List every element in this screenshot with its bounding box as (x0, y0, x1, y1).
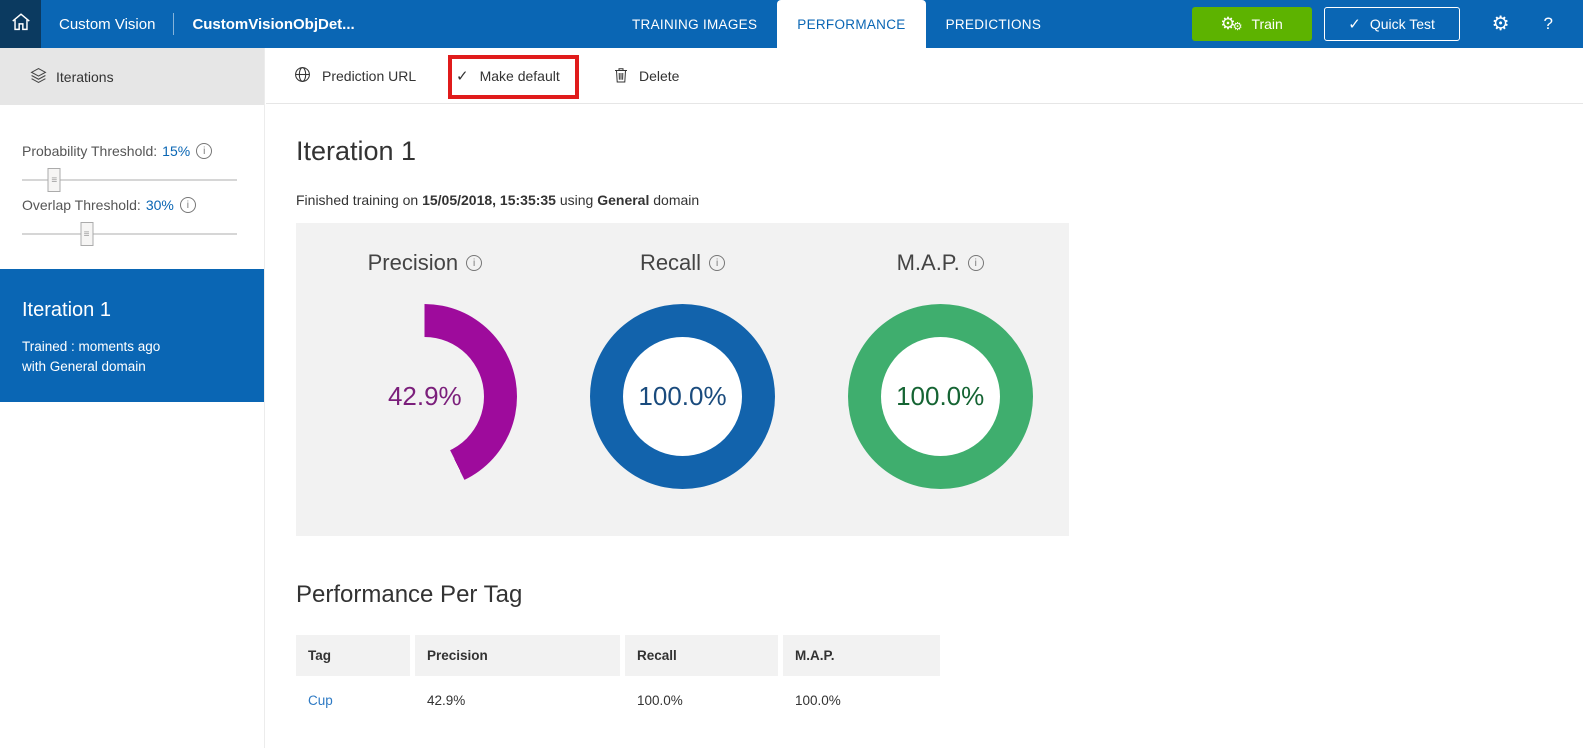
overlap-threshold-label: Overlap Threshold: 30% i (22, 197, 237, 213)
sidebar-header-label: Iterations (56, 69, 114, 85)
quick-test-label: Quick Test (1370, 16, 1435, 32)
metrics-panel: Precision i 42.9% Recall i 100.0% (296, 223, 1069, 536)
tab-bar: TRAINING IMAGES PERFORMANCE PREDICTIONS (612, 0, 1061, 48)
donut-hole: 100.0% (881, 337, 1000, 456)
training-info: Finished training on 15/05/2018, 15:35:3… (296, 192, 1583, 208)
cell-precision: 42.9% (415, 693, 620, 708)
probability-threshold-slider[interactable]: ≡ (22, 179, 237, 181)
recall-label: Recall (640, 250, 701, 276)
map-label: M.A.P. (897, 250, 960, 276)
iteration-card-subtitle: Trained : moments ago with General domai… (22, 337, 244, 378)
checkmark-icon: ✓ (456, 67, 469, 85)
slider-thumb[interactable]: ≡ (80, 222, 93, 246)
info-icon[interactable]: i (466, 255, 482, 271)
settings-gear-icon[interactable]: ⚙ (1492, 14, 1510, 34)
cell-map: 100.0% (783, 693, 940, 708)
delete-button[interactable]: Delete (614, 48, 679, 104)
tab-training-images[interactable]: TRAINING IMAGES (612, 0, 777, 48)
per-tag-table: Tag Precision Recall M.A.P. Cup 42.9% 10… (296, 635, 1583, 724)
prediction-url-label: Prediction URL (322, 68, 416, 84)
topbar-actions: ⚙⚙ Train ✓ Quick Test ⚙ ? (1192, 0, 1583, 48)
precision-value: 42.9% (388, 381, 462, 412)
sidebar-header-iterations[interactable]: Iterations (0, 48, 264, 105)
app-name[interactable]: Custom Vision (59, 16, 155, 33)
donut-hole: 100.0% (623, 337, 742, 456)
recall-chart-column: Recall i 100.0% (554, 223, 812, 536)
tab-performance[interactable]: PERFORMANCE (777, 0, 925, 48)
iteration-toolbar: Prediction URL ✓ Make default Delete (266, 48, 1583, 104)
recall-donut-chart: 100.0% (590, 304, 775, 489)
info-icon[interactable]: i (196, 143, 212, 159)
train-button-label: Train (1251, 16, 1282, 32)
column-header-precision: Precision (415, 635, 620, 676)
precision-chart-title: Precision i (368, 250, 482, 276)
map-value: 100.0% (896, 381, 984, 412)
checkmark-icon: ✓ (1348, 15, 1361, 33)
slider-thumb[interactable]: ≡ (48, 168, 61, 192)
iteration-trained-line: Trained : moments ago (22, 337, 244, 357)
probability-threshold-text: Probability Threshold: (22, 143, 157, 159)
page-title: Iteration 1 (296, 136, 1583, 167)
overlap-threshold-slider[interactable]: ≡ (22, 233, 237, 235)
training-info-middle: using (556, 192, 597, 208)
main-panel: Prediction URL ✓ Make default Delete Ite… (266, 48, 1583, 748)
make-default-button[interactable]: ✓ Make default (456, 48, 560, 104)
info-icon[interactable]: i (180, 197, 196, 213)
overlap-threshold-value: 30% (146, 197, 174, 213)
globe-icon (294, 66, 311, 86)
training-datetime: 15/05/2018, 15:35:35 (422, 192, 556, 208)
recall-chart-title: Recall i (640, 250, 725, 276)
overlap-threshold-control: Overlap Threshold: 30% i ≡ (22, 197, 237, 235)
iteration-detail: Iteration 1 Finished training on 15/05/2… (266, 136, 1583, 724)
precision-label: Precision (368, 250, 458, 276)
cell-recall: 100.0% (625, 693, 778, 708)
make-default-label: Make default (480, 68, 560, 84)
training-info-suffix: domain (649, 192, 699, 208)
training-info-prefix: Finished training on (296, 192, 422, 208)
home-button[interactable] (0, 0, 41, 48)
home-icon (10, 11, 32, 38)
iterations-sidebar: Iterations Probability Threshold: 15% i … (0, 48, 265, 748)
map-chart-column: M.A.P. i 100.0% (811, 223, 1069, 536)
training-domain: General (597, 192, 649, 208)
column-header-recall: Recall (625, 635, 778, 676)
tab-predictions[interactable]: PREDICTIONS (926, 0, 1062, 48)
tag-link-cup[interactable]: Cup (308, 693, 333, 708)
train-button[interactable]: ⚙⚙ Train (1192, 7, 1312, 41)
recall-value: 100.0% (638, 381, 726, 412)
donut-hole: 42.9% (365, 337, 484, 456)
map-chart-title: M.A.P. i (897, 250, 984, 276)
column-header-map: M.A.P. (783, 635, 940, 676)
info-icon[interactable]: i (709, 255, 725, 271)
top-navigation-bar: Custom Vision CustomVisionObjDet... TRAI… (0, 0, 1583, 48)
table-row: Cup 42.9% 100.0% 100.0% (296, 676, 1583, 724)
divider (173, 13, 174, 35)
iteration-card-title: Iteration 1 (22, 299, 244, 322)
table-header-row: Tag Precision Recall M.A.P. (296, 635, 1583, 676)
probability-threshold-control: Probability Threshold: 15% i ≡ (22, 143, 237, 181)
column-header-tag: Tag (296, 635, 410, 676)
gears-icon: ⚙⚙ (1220, 15, 1242, 33)
overlap-threshold-text: Overlap Threshold: (22, 197, 141, 213)
info-icon[interactable]: i (968, 255, 984, 271)
prediction-url-button[interactable]: Prediction URL (294, 48, 416, 104)
help-icon[interactable]: ? (1544, 14, 1553, 34)
performance-per-tag-title: Performance Per Tag (296, 581, 1583, 609)
precision-chart-column: Precision i 42.9% (296, 223, 554, 536)
probability-threshold-value: 15% (162, 143, 190, 159)
layers-icon (30, 67, 47, 87)
delete-label: Delete (639, 68, 679, 84)
quick-test-button[interactable]: ✓ Quick Test (1324, 7, 1460, 41)
probability-threshold-label: Probability Threshold: 15% i (22, 143, 237, 159)
precision-donut-chart: 42.9% (332, 304, 517, 489)
iteration-domain-line: with General domain (22, 357, 244, 377)
map-donut-chart: 100.0% (848, 304, 1033, 489)
project-name[interactable]: CustomVisionObjDet... (192, 16, 354, 33)
iteration-list-item-selected[interactable]: Iteration 1 Trained : moments ago with G… (0, 269, 264, 402)
trash-icon (614, 67, 628, 86)
